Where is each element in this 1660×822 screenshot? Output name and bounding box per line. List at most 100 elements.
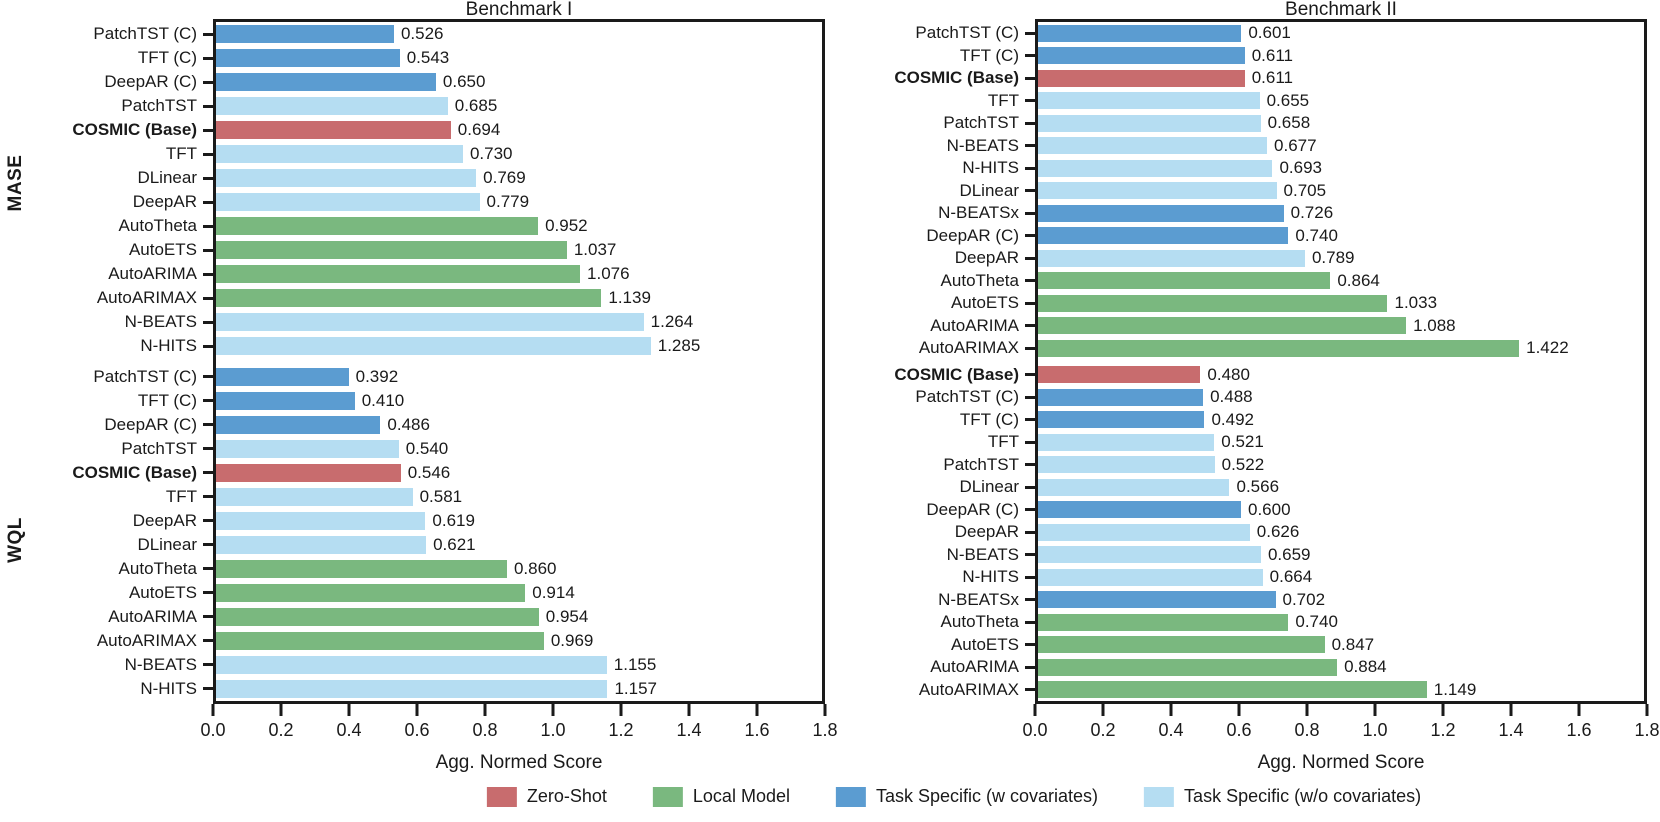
value-label: 0.492 [1211,409,1254,429]
x-tick-label: 0.2 [1090,720,1116,740]
model-label: COSMIC (Base) [894,68,1019,88]
chart-title-benchmark-1: Benchmark I [465,0,573,20]
x-tick-label: 1.8 [812,720,838,740]
bar-row: DeepAR (C) 0.740 [830,225,1647,248]
model-label: PatchTST [121,96,197,116]
bar [1038,339,1520,357]
y-tick [1025,346,1035,350]
value-label: 0.600 [1248,499,1291,519]
y-tick [203,344,213,348]
legend-swatch-zero-shot [486,786,517,807]
bar-row: COSMIC (Base) 0.546 [0,461,825,485]
y-tick [203,224,213,228]
bar-row: AutoETS 0.914 [0,581,825,605]
x-tick [347,704,351,716]
bar-row: AutoARIMAX 0.969 [0,629,825,653]
bar-area: 0.480 [1035,364,1647,387]
bar-row: TFT 0.581 [0,485,825,509]
bar-row: AutoTheta 0.952 [0,214,825,238]
x-tick [1169,704,1173,716]
y-tick [203,543,213,547]
value-label: 1.149 [1433,679,1477,699]
bar [1038,182,1277,200]
legend: Zero-Shot Local Model Task Specific (w c… [486,786,1422,807]
bar [216,24,394,44]
bar-area: 1.285 [213,334,825,358]
value-label: 0.658 [1267,113,1311,133]
model-label: PatchTST [943,454,1019,474]
bar-row: AutoETS 0.847 [830,634,1647,657]
x-tick-label: 0.0 [200,720,226,740]
bar-area: 0.521 [1035,431,1647,454]
bar [216,144,463,164]
bar-area: 0.581 [213,485,825,509]
bar [216,583,526,602]
model-label: DeepAR [954,248,1019,268]
x-tick [279,704,283,716]
bar [216,72,436,92]
x-tick-label: 0.4 [1158,720,1184,740]
bar-row: DeepAR (C) 0.650 [0,70,825,94]
bar-area: 1.139 [213,286,825,310]
legend-label: Zero-Shot [526,786,607,806]
x-tick [1577,704,1581,716]
bar-row: DeepAR 0.789 [830,247,1647,270]
plot-region-benchmark-1: PatchTST (C) 0.526 TFT (C) 0.543 DeepAR (C) 0… [0,19,825,704]
bar-row: PatchTST 0.540 [0,437,825,461]
bar-area: 1.264 [213,310,825,334]
y-tick [203,320,213,324]
bar [216,48,400,68]
model-label: DeepAR (C) [926,499,1019,519]
x-tick [415,704,419,716]
model-label: PatchTST (C) [915,23,1019,43]
model-label: PatchTST (C) [915,387,1019,407]
model-label: TFT (C) [959,409,1019,429]
bar-row: AutoTheta 0.860 [0,557,825,581]
bar [216,415,381,434]
y-tick [1025,395,1035,399]
value-label: 0.694 [457,120,501,140]
bar [216,337,651,356]
bar-area: 0.969 [213,629,825,653]
model-label: AutoETS [128,582,197,602]
bar [216,96,448,116]
model-label: TFT [987,432,1019,452]
value-label: 0.543 [406,48,450,68]
model-label: TFT [987,90,1019,110]
bar-row: N-HITS 0.664 [830,566,1647,589]
model-label: PatchTST (C) [93,24,197,43]
bar-row: N-BEATS 1.155 [0,653,825,677]
bar-row: COSMIC (Base) 0.694 [0,118,825,142]
bar-area: 0.740 [1035,611,1647,634]
bar-row: DLinear 0.566 [830,476,1647,499]
model-label: AutoARIMAX [96,630,197,650]
bar [1038,411,1205,429]
bar [216,265,581,284]
bar-area: 0.954 [213,605,825,629]
value-label: 0.486 [387,414,430,434]
bar [216,120,451,140]
value-label: 0.847 [1331,634,1375,654]
bar [216,463,401,482]
legend-label: Task Specific (w/o covariates) [1184,786,1422,806]
value-label: 0.702 [1282,589,1326,609]
bar-area: 0.659 [1035,544,1647,567]
value-label: 1.422 [1526,338,1569,358]
legend-swatch-task-specific-nocov [1144,786,1175,807]
bar-row: PatchTST (C) 0.601 [830,22,1647,45]
bar-area: 0.952 [213,214,825,238]
model-label: AutoARIMA [108,606,197,626]
x-tick [687,704,691,716]
x-tick-label: 1.4 [676,720,702,740]
y-tick [203,80,213,84]
value-label: 0.659 [1267,544,1311,564]
y-tick [203,128,213,132]
bar-row: TFT 0.730 [0,142,825,166]
x-tick-label: 1.2 [1430,720,1456,740]
value-label: 0.952 [545,216,588,236]
x-axis-benchmark-2: 0.0 0.2 0.4 0.6 0.8 1.0 1.2 1.4 1.6 1.8 [1022,704,1660,750]
y-tick [203,591,213,595]
bar-area: 0.566 [1035,476,1647,499]
value-label: 0.488 [1210,387,1253,407]
bar [216,631,544,651]
